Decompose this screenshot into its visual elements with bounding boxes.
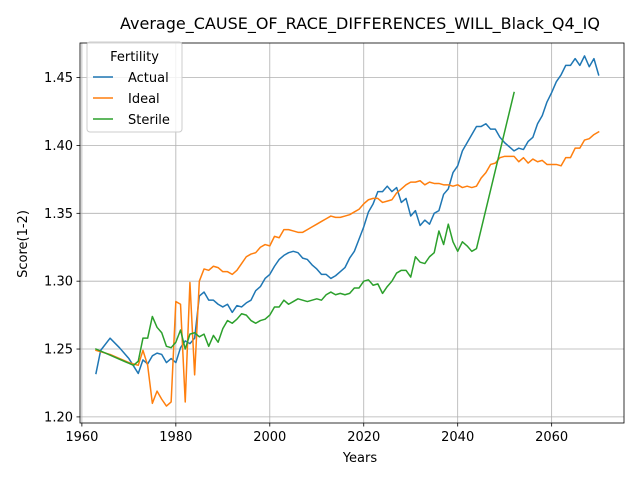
y-axis-title: Score(1-2) [16, 210, 31, 278]
legend-label-sterile: Sterile [128, 113, 170, 128]
legend-label-actual: Actual [128, 71, 169, 86]
legend-title: Fertility [110, 50, 159, 65]
series-line-actual [95, 55, 600, 375]
y-tick-label: 1.25 [44, 343, 73, 358]
series-line-ideal [95, 130, 600, 407]
y-tick-label: 1.35 [44, 207, 73, 222]
y-tick-label: 1.40 [44, 139, 73, 154]
chart-title: Average_CAUSE_OF_RACE_DIFFERENCES_WILL_B… [120, 14, 600, 34]
plot-frame [79, 42, 625, 424]
series-line-sterile [94, 91, 515, 367]
x-axis-title: Years [342, 451, 378, 466]
y-tick-label: 1.20 [44, 410, 73, 425]
x-tick-label: 2000 [253, 430, 286, 445]
legend: Fertility Actual Ideal Sterile [86, 41, 183, 133]
y-tick-label: 1.45 [44, 71, 73, 86]
x-tick-label: 2040 [441, 430, 474, 445]
x-tick-label: 1960 [65, 430, 98, 445]
legend-box [86, 41, 183, 133]
x-tick-label: 2060 [535, 430, 568, 445]
legend-label-ideal: Ideal [128, 92, 160, 107]
axis-ticks: 1960 1980 2000 2020 2040 2060 1.20 1.25 1.30 1.35… [44, 71, 568, 445]
series-lines [94, 55, 600, 407]
y-tick-label: 1.30 [44, 275, 73, 290]
x-tick-label: 1980 [159, 430, 192, 445]
x-tick-label: 2020 [347, 430, 380, 445]
